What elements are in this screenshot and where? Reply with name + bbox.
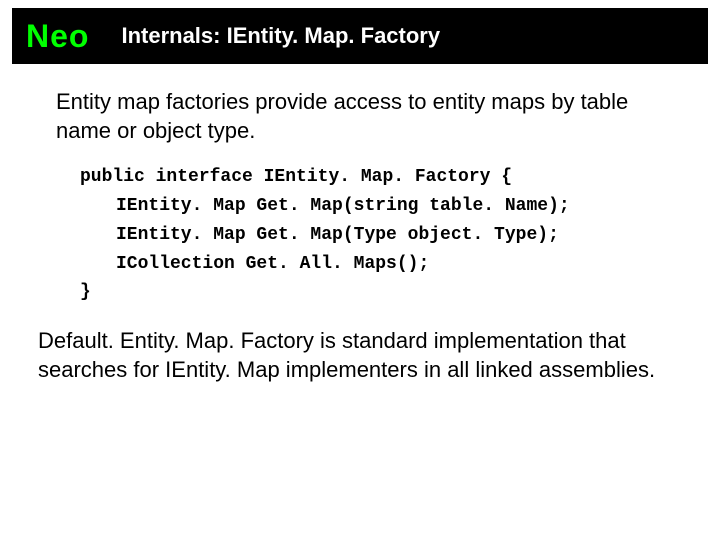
logo: Neo (12, 8, 103, 64)
outro-paragraph: Default. Entity. Map. Factory is standar… (38, 327, 680, 384)
intro-paragraph: Entity map factories provide access to e… (56, 88, 680, 145)
header-bar: Neo Internals: IEntity. Map. Factory (12, 8, 708, 64)
code-line: IEntity. Map Get. Map(Type object. Type)… (80, 221, 680, 250)
code-line: ICollection Get. All. Maps(); (80, 250, 680, 279)
code-line: IEntity. Map Get. Map(string table. Name… (80, 192, 680, 221)
content-area: Entity map factories provide access to e… (0, 64, 720, 384)
slide-title: Internals: IEntity. Map. Factory (103, 8, 708, 64)
code-line: } (80, 278, 680, 307)
code-block: public interface IEntity. Map. Factory {… (56, 163, 680, 307)
code-line: public interface IEntity. Map. Factory { (80, 163, 680, 192)
